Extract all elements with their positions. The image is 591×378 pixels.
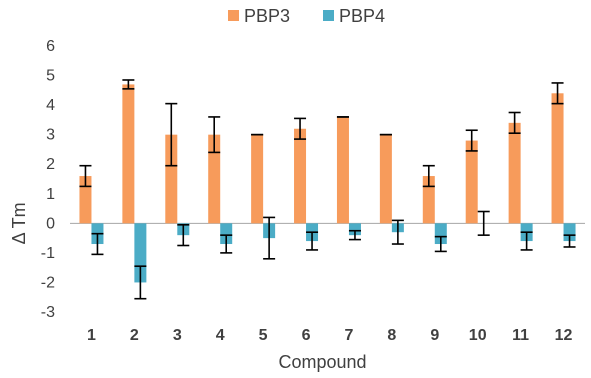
bar-pbp3-6 xyxy=(294,128,307,224)
y-tick-label: -3 xyxy=(41,304,55,321)
bar-pbp4-12 xyxy=(563,223,576,242)
bar-pbp3-10 xyxy=(465,140,478,224)
bar-pbp3-3 xyxy=(165,134,178,224)
y-tick-label: 1 xyxy=(46,186,55,203)
error-bar-pbp4-8 xyxy=(391,219,404,245)
x-tick-label: 12 xyxy=(555,327,573,344)
error-bar-pbp4-3 xyxy=(177,224,190,247)
y-tick-label: 2 xyxy=(46,156,55,173)
x-axis-labels: 1 2 3 4 5 6 7 8 9 10 11 12 xyxy=(87,327,573,344)
x-tick-label: 7 xyxy=(345,327,354,344)
bar-pbp3-11 xyxy=(508,122,521,224)
y-tick-label: 0 xyxy=(46,215,55,232)
error-bar-pbp3-3 xyxy=(165,102,178,167)
bar-pbp4-7 xyxy=(348,223,361,236)
x-tick-label: 4 xyxy=(216,327,225,344)
error-bars xyxy=(79,79,576,300)
error-bar-pbp3-6 xyxy=(294,117,307,140)
legend-swatch-pbp4 xyxy=(323,10,334,21)
legend: PBP3 PBP4 xyxy=(228,6,385,26)
x-tick-label: 8 xyxy=(387,327,396,344)
bar-pbp4-4 xyxy=(220,223,233,245)
y-tick-label: -1 xyxy=(41,245,55,262)
error-bar-pbp4-11 xyxy=(520,231,533,251)
bar-pbp3-7 xyxy=(336,116,349,224)
error-bar-pbp3-2 xyxy=(122,79,135,90)
error-bar-pbp4-12 xyxy=(563,234,576,248)
x-tick-label: 3 xyxy=(173,327,182,344)
error-bar-pbp3-12 xyxy=(551,82,564,105)
x-axis-title: Compound xyxy=(278,352,366,372)
bar-pbp3-5 xyxy=(251,134,264,224)
x-tick-label: 11 xyxy=(512,327,529,344)
bars xyxy=(79,84,576,283)
y-axis-title: Δ Tm xyxy=(9,202,29,244)
error-bar-pbp4-7 xyxy=(348,229,361,241)
x-tick-label: 1 xyxy=(87,327,96,344)
error-bar-pbp3-10 xyxy=(465,129,478,152)
x-tick-label: 9 xyxy=(430,327,439,344)
error-bar-pbp3-9 xyxy=(422,164,435,188)
error-bar-pbp4-6 xyxy=(306,231,319,251)
bar-pbp4-9 xyxy=(434,223,447,245)
y-tick-label: -2 xyxy=(41,274,55,291)
error-bar-pbp4-9 xyxy=(434,235,447,253)
error-bar-pbp3-4 xyxy=(208,116,221,154)
y-axis-ticks: -3 -2 -1 0 1 2 3 4 5 6 xyxy=(41,38,55,321)
y-tick-label: 4 xyxy=(46,97,55,114)
legend-label-pbp3: PBP3 xyxy=(244,6,290,26)
x-tick-label: 6 xyxy=(302,327,311,344)
bar-pbp3-4 xyxy=(208,134,221,224)
error-bar-pbp4-4 xyxy=(220,234,233,254)
x-tick-label: 5 xyxy=(259,327,268,344)
bar-pbp3-9 xyxy=(422,176,435,224)
bar-pbp3-1 xyxy=(79,176,92,224)
y-tick-label: 5 xyxy=(46,68,55,85)
bar-pbp3-2 xyxy=(122,84,135,224)
error-bar-pbp3-11 xyxy=(508,111,521,134)
x-tick-label: 10 xyxy=(469,327,487,344)
error-bar-pbp3-1 xyxy=(79,164,92,188)
error-bar-pbp4-1 xyxy=(91,232,104,256)
error-bar-pbp4-10 xyxy=(477,210,490,236)
bar-pbp4-2 xyxy=(134,223,147,283)
error-bar-pbp4-2 xyxy=(134,265,147,300)
legend-label-pbp4: PBP4 xyxy=(339,6,385,26)
bar-pbp3-8 xyxy=(379,134,392,224)
bar-pbp3-12 xyxy=(551,93,564,224)
error-bar-pbp4-5 xyxy=(263,216,276,260)
y-tick-label: 6 xyxy=(46,38,55,55)
x-tick-label: 2 xyxy=(130,327,139,344)
y-tick-label: 3 xyxy=(46,127,55,144)
legend-swatch-pbp3 xyxy=(228,10,239,21)
